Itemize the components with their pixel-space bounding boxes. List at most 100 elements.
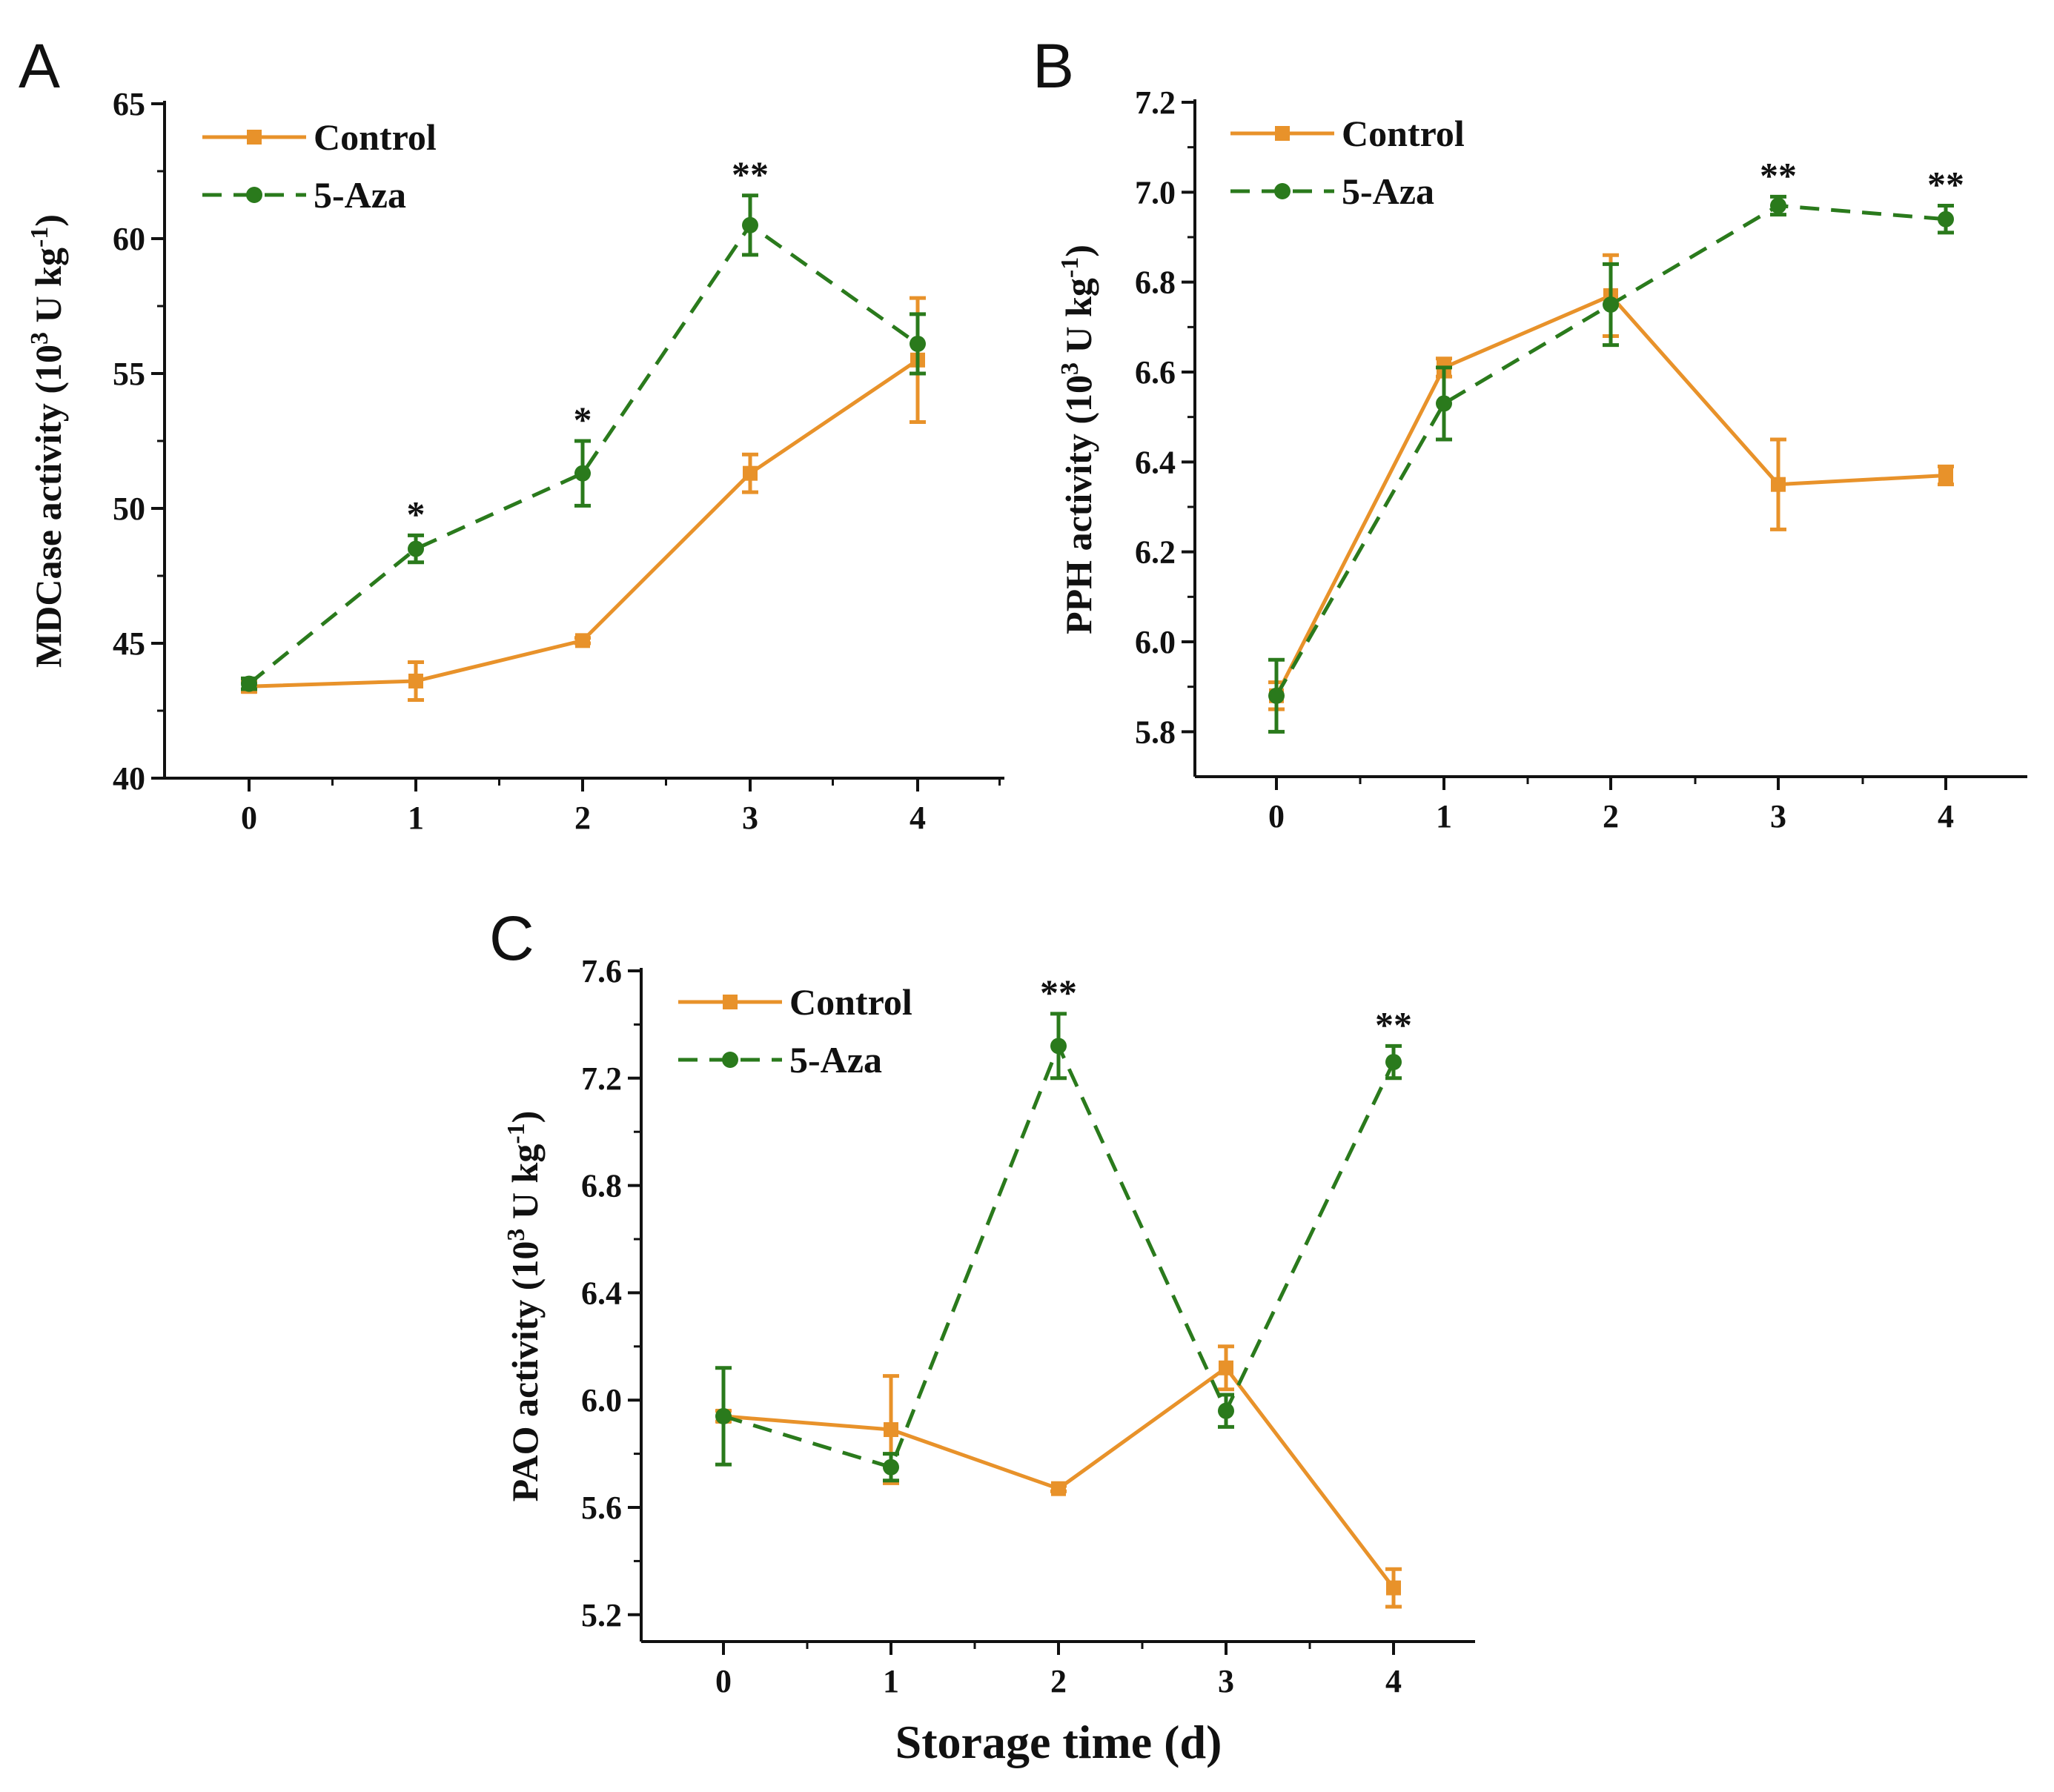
- data-point-5-aza: [1050, 1038, 1067, 1055]
- y-tick-label: 50: [113, 491, 145, 527]
- y-axis-label-part: ): [1058, 245, 1099, 257]
- y-axis-label-superscript: 3: [26, 332, 53, 345]
- legend-marker: [247, 130, 262, 145]
- series-line-5-aza: [248, 223, 919, 686]
- y-tick-label: 6.4: [1135, 444, 1176, 480]
- y-axis-label-part: ): [504, 1111, 546, 1124]
- data-point-control: [1051, 1481, 1066, 1496]
- panel-letter: B: [1033, 31, 1074, 101]
- y-tick-label: 40: [113, 760, 145, 797]
- x-tick-label: 4: [1385, 1663, 1402, 1699]
- legend-label: Control: [789, 981, 912, 1023]
- y-tick-label: 7.0: [1135, 174, 1176, 210]
- y-axis-label-part: U kg: [27, 248, 69, 332]
- y-axis-label-superscript: 3: [1056, 362, 1084, 375]
- y-tick-label: 6.8: [581, 1168, 622, 1204]
- series-line-control: [723, 1366, 1395, 1590]
- data-point-5-aza: [1938, 210, 1954, 228]
- y-axis-label: PAO activity (103 U kg-1): [503, 1111, 546, 1502]
- data-point-5-aza: [1770, 197, 1786, 214]
- legend-marker: [1275, 126, 1290, 141]
- y-tick-label: 55: [113, 356, 145, 392]
- y-axis-label: MDCase activity (103 U kg-1): [26, 214, 70, 668]
- data-point-control: [1219, 1360, 1233, 1375]
- x-tick-label: 0: [241, 800, 257, 836]
- y-axis-label-part: PAO activity (10: [504, 1241, 546, 1502]
- series-line-control: [1274, 293, 1947, 697]
- data-point-5-aza: [715, 1407, 732, 1424]
- legend-marker: [723, 995, 738, 1009]
- y-tick-label: 6.0: [1135, 624, 1176, 660]
- x-tick-label: 2: [574, 800, 591, 836]
- data-point-5-aza: [1603, 296, 1619, 313]
- y-axis-label-superscript: -1: [1056, 257, 1084, 278]
- y-axis-label-part: ): [27, 214, 69, 227]
- x-tick-label: 4: [1938, 798, 1954, 834]
- y-tick-label: 6.0: [581, 1382, 622, 1418]
- y-tick-label: 65: [113, 86, 145, 122]
- legend-label: 5-Aza: [789, 1039, 882, 1081]
- significance-marker: *: [574, 399, 592, 440]
- y-tick-label: 6.6: [1135, 354, 1176, 391]
- legend-label: Control: [1342, 113, 1465, 154]
- y-axis-label-superscript: -1: [26, 227, 53, 248]
- significance-marker: **: [1040, 972, 1077, 1013]
- legend-marker: [246, 187, 262, 203]
- y-tick-label: 60: [113, 221, 145, 257]
- legend-marker: [1274, 183, 1291, 199]
- data-point-control: [743, 465, 758, 481]
- y-tick-label: 7.2: [581, 1061, 622, 1097]
- series-line-5-aza: [723, 1043, 1396, 1470]
- x-tick-label: 1: [408, 800, 424, 836]
- legend-marker: [722, 1052, 738, 1068]
- panel-letter: A: [19, 31, 60, 101]
- significance-marker: **: [1375, 1003, 1412, 1045]
- x-tick-label: 3: [1770, 798, 1786, 834]
- panel-letter: C: [489, 903, 534, 973]
- y-tick-label: 5.2: [581, 1597, 622, 1633]
- data-point-control: [408, 673, 423, 688]
- y-tick-label: 5.8: [1135, 714, 1176, 750]
- data-point-control: [1386, 1580, 1401, 1596]
- y-tick-label: 6.2: [1135, 534, 1176, 571]
- y-tick-label: 7.6: [581, 953, 622, 989]
- y-axis-label-part: U kg: [1058, 278, 1099, 362]
- y-axis-label-superscript: 3: [503, 1229, 530, 1241]
- y-tick-label: 7.2: [1135, 84, 1176, 121]
- y-tick-label: 6.8: [1135, 265, 1176, 301]
- x-tick-label: 4: [910, 800, 926, 836]
- data-point-5-aza: [910, 335, 926, 352]
- x-tick-label: 2: [1603, 798, 1619, 834]
- x-tick-label: 2: [1050, 1663, 1067, 1699]
- y-tick-label: 5.6: [581, 1490, 622, 1526]
- y-tick-label: 45: [113, 625, 145, 662]
- significance-marker: **: [732, 153, 769, 195]
- y-axis-label-part: U kg: [504, 1144, 546, 1229]
- x-tick-label: 1: [883, 1663, 899, 1699]
- legend-label: 5-Aza: [314, 174, 406, 216]
- y-axis-label-superscript: -1: [503, 1123, 530, 1144]
- x-tick-label: 3: [742, 800, 758, 836]
- data-point-5-aza: [1218, 1402, 1234, 1419]
- data-point-5-aza: [883, 1459, 899, 1476]
- data-point-5-aza: [241, 675, 257, 692]
- data-point-5-aza: [1385, 1054, 1402, 1071]
- data-point-5-aza: [742, 216, 758, 233]
- legend-label: 5-Aza: [1342, 170, 1434, 212]
- chart-panel-c: C 5.2 5.6 6.0 6.4 6.8 7.2 7.6 0 1 2 3 4 PAO activity …: [489, 903, 1475, 1699]
- data-point-control: [575, 633, 590, 648]
- chart-panel-b: B 5.8 6.0 6.2 6.4 6.6 6.8 7.0 7.2 0 1 2 3 4 PPH activi…: [1033, 31, 2027, 834]
- data-point-5-aza: [1436, 395, 1452, 412]
- x-axis-label: Storage time (d): [895, 1716, 1222, 1768]
- y-axis-label-part: MDCase activity (10: [27, 345, 69, 668]
- y-axis-label-part: PPH activity (10: [1058, 375, 1099, 634]
- data-point-control: [884, 1422, 898, 1438]
- x-tick-label: 0: [715, 1663, 732, 1699]
- legend-label: Control: [314, 116, 437, 158]
- y-tick-label: 6.4: [581, 1275, 622, 1311]
- data-point-5-aza: [574, 465, 591, 482]
- data-point-5-aza: [1268, 687, 1285, 704]
- significance-marker: **: [1760, 154, 1797, 196]
